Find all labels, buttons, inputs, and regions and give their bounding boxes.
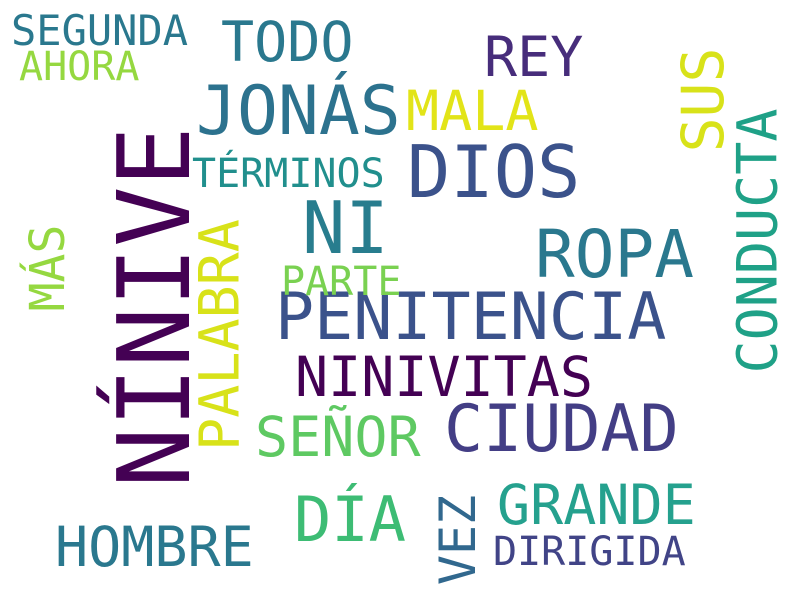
word-ahora: AHORA — [19, 44, 140, 90]
word-hombre: HOMBRE — [55, 515, 254, 579]
word-ni: NI — [302, 186, 389, 270]
word-palabra: PALABRA — [187, 219, 252, 451]
word-terminos: TÉRMINOS — [192, 151, 385, 197]
word-rey: REY — [484, 25, 584, 89]
word-parte: PARTE — [281, 259, 402, 305]
word-segunda: SEGUNDA — [11, 6, 189, 55]
word-jonas: JONÁS — [196, 72, 401, 151]
word-dios: DIOS — [407, 130, 581, 214]
word-conducta: CONDUCTA — [725, 108, 790, 374]
word-mala: MALA — [406, 79, 539, 143]
word-dia: DÍA — [294, 483, 406, 556]
word-senor: SEÑOR — [255, 405, 421, 469]
word-sus: SUS — [669, 47, 737, 153]
word-ropa: ROPA — [535, 216, 694, 293]
word-todo: TODO — [221, 10, 354, 74]
word-dirigida: DIRIGIDA — [493, 529, 686, 575]
word-mas: MÁS — [20, 224, 76, 312]
word-vez: VEZ — [429, 494, 487, 586]
word-ciudad: CIUDAD — [444, 392, 679, 467]
word-grande: GRANDE — [497, 473, 696, 537]
word-ninivitas: NINIVITAS — [295, 345, 594, 409]
word-penitencia: PENITENCIA — [275, 280, 667, 355]
